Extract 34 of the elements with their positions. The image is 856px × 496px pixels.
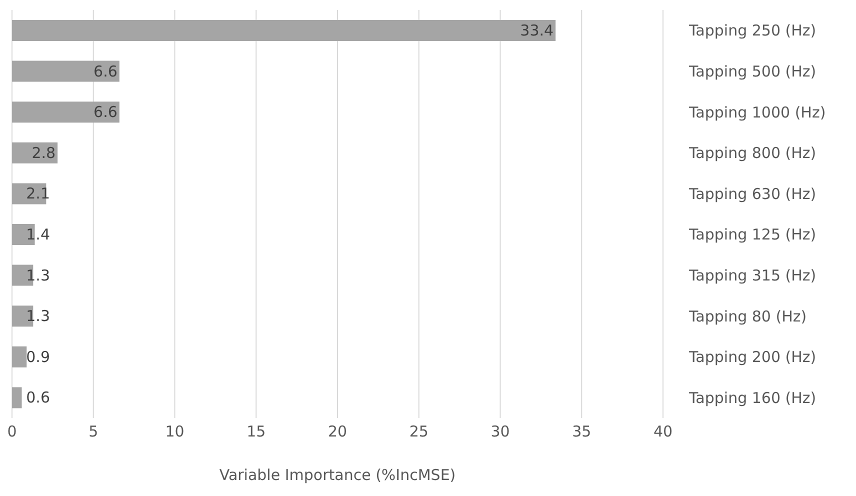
bar (12, 346, 27, 368)
data-label: 1.3 (26, 266, 50, 284)
x-tick-label: 10 (165, 422, 184, 441)
bar (12, 102, 120, 123)
data-label: 0.9 (26, 348, 50, 366)
y-tick-label: Tapping 200 (Hz) (688, 348, 816, 366)
y-tick-label: Tapping 80 (Hz) (688, 307, 807, 326)
bar (12, 60, 120, 82)
y-tick-label: Tapping 160 (Hz) (688, 388, 816, 407)
y-tick-label: Tapping 1000 (Hz) (688, 103, 826, 122)
x-tick-label: 35 (572, 422, 592, 441)
x-axis-title: Variable Importance (%IncMSE) (219, 466, 456, 484)
data-label: 2.8 (32, 144, 56, 162)
x-tick-label: 40 (653, 422, 673, 441)
y-tick-label: Tapping 315 (Hz) (688, 266, 816, 285)
y-tick-label: Tapping 500 (Hz) (688, 62, 816, 81)
y-tick-label: Tapping 630 (Hz) (688, 184, 816, 203)
x-tick-label: 0 (7, 422, 17, 441)
data-label: 0.6 (26, 388, 50, 407)
data-label: 1.4 (26, 226, 50, 244)
x-tick-label: 25 (409, 422, 428, 441)
bar (12, 387, 22, 408)
bar (12, 20, 556, 41)
y-tick-label: Tapping 125 (Hz) (688, 226, 816, 244)
x-tick-label: 5 (88, 422, 98, 441)
y-tick-label: Tapping 250 (Hz) (688, 22, 816, 40)
data-label: 1.3 (26, 307, 50, 326)
data-label: 6.6 (94, 103, 118, 122)
x-tick-label: 20 (328, 422, 348, 441)
x-tick-label: 15 (246, 422, 266, 441)
x-tick-label: 30 (490, 422, 510, 441)
y-tick-label: Tapping 800 (Hz) (688, 144, 816, 162)
data-label: 6.6 (94, 62, 118, 80)
data-label: 33.4 (520, 22, 554, 40)
